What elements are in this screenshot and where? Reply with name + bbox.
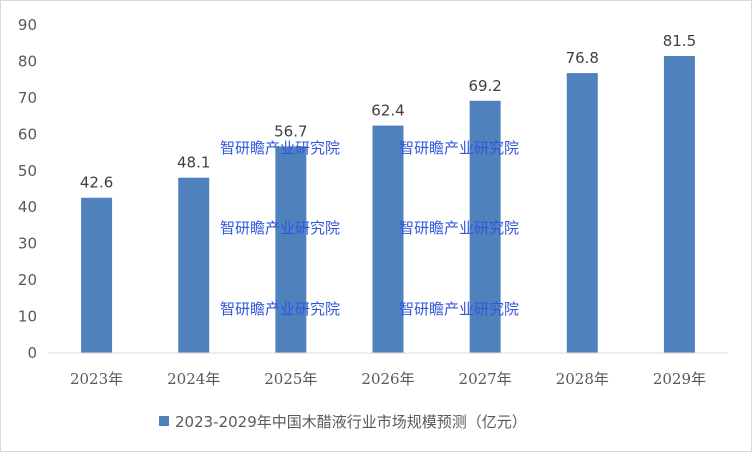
y-tick-label: 0 [27, 344, 37, 362]
y-tick-label: 20 [18, 271, 37, 289]
data-label: 81.5 [663, 32, 696, 50]
bar [469, 100, 501, 353]
x-axis: 2023年 2024年 2025年 2026年 2027年 2028年 2029年 [70, 370, 706, 388]
x-tick-label: 2024年 [167, 370, 220, 388]
watermark: 智研瞻产业研究院 [399, 300, 519, 318]
x-tick-label: 2025年 [264, 370, 317, 388]
data-label: 56.7 [274, 122, 307, 140]
y-axis: 0 10 20 30 40 50 60 70 80 90 [18, 16, 37, 362]
y-tick-label: 60 [18, 125, 37, 143]
legend-label: 2023-2029年中国木醋液行业市场规模预测（亿元） [175, 412, 527, 431]
bar [178, 177, 210, 353]
y-tick-label: 10 [18, 308, 37, 326]
x-tick-label: 2027年 [459, 370, 512, 388]
bar [81, 197, 113, 353]
legend-swatch [159, 416, 169, 426]
bar [663, 55, 695, 353]
bar [275, 146, 307, 353]
bar [566, 73, 598, 354]
x-tick-label: 2028年 [556, 370, 609, 388]
data-label: 42.6 [80, 174, 113, 192]
y-tick-label: 40 [18, 198, 37, 216]
data-label: 48.1 [177, 154, 210, 172]
bar-series [81, 55, 695, 354]
watermark: 智研瞻产业研究院 [399, 139, 519, 157]
x-tick-label: 2023年 [70, 370, 123, 388]
data-labels: 42.6 48.1 56.7 62.4 69.2 76.8 81.5 [80, 32, 696, 192]
bar [372, 125, 404, 353]
data-label: 76.8 [566, 49, 599, 67]
y-tick-label: 30 [18, 235, 37, 253]
y-tick-label: 90 [18, 16, 37, 34]
watermark: 智研瞻产业研究院 [220, 139, 340, 157]
watermark: 智研瞻产业研究院 [220, 219, 340, 237]
x-tick-label: 2026年 [361, 370, 414, 388]
watermark: 智研瞻产业研究院 [220, 300, 340, 318]
y-tick-label: 70 [18, 89, 37, 107]
legend: 2023-2029年中国木醋液行业市场规模预测（亿元） [159, 410, 527, 432]
x-tick-label: 2029年 [653, 370, 706, 388]
y-tick-label: 80 [18, 52, 37, 70]
y-tick-label: 50 [18, 162, 37, 180]
watermark: 智研瞻产业研究院 [399, 219, 519, 237]
data-label: 62.4 [371, 102, 404, 120]
data-label: 69.2 [468, 77, 501, 95]
